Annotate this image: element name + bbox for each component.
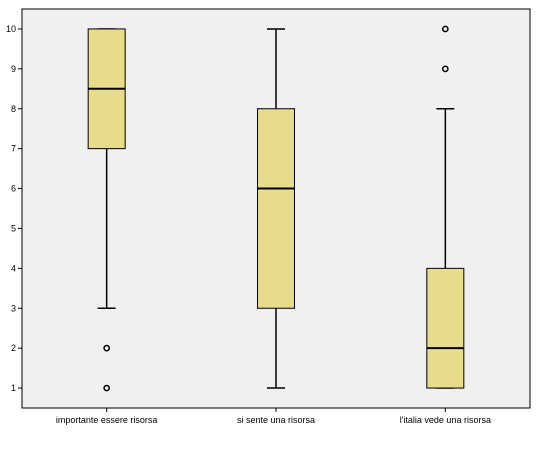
x-category-label: si sente una risorsa: [237, 415, 315, 425]
outlier-point: [103, 344, 111, 352]
box-iqr: [426, 267, 465, 389]
y-tick-label: 1: [11, 383, 16, 393]
x-category-label: importante essere risorsa: [56, 415, 158, 425]
y-tick-label: 9: [11, 64, 16, 74]
y-axis: 1 2 3 4 5 6 7 8 9 10: [6, 24, 22, 393]
x-category-label: l'italia vede una risorsa: [400, 415, 491, 425]
y-tick-label: 8: [11, 104, 16, 114]
y-tick-label: 5: [11, 223, 16, 233]
box-iqr: [257, 108, 295, 309]
box-1: [87, 28, 126, 392]
y-tick-label: 2: [11, 343, 16, 353]
outlier-point: [103, 384, 111, 392]
outlier-point: [441, 65, 449, 73]
y-tick-label: 3: [11, 303, 16, 313]
y-tick-label: 4: [11, 263, 16, 273]
y-tick-label: 6: [11, 184, 16, 194]
y-tick-label: 10: [6, 24, 16, 34]
outlier-point: [441, 25, 449, 33]
box-2: [257, 28, 295, 389]
y-tick-label: 7: [11, 144, 16, 154]
box-3: [426, 25, 465, 389]
x-axis: importante essere risorsa si sente una ri…: [56, 408, 491, 425]
box-group: [87, 25, 465, 392]
